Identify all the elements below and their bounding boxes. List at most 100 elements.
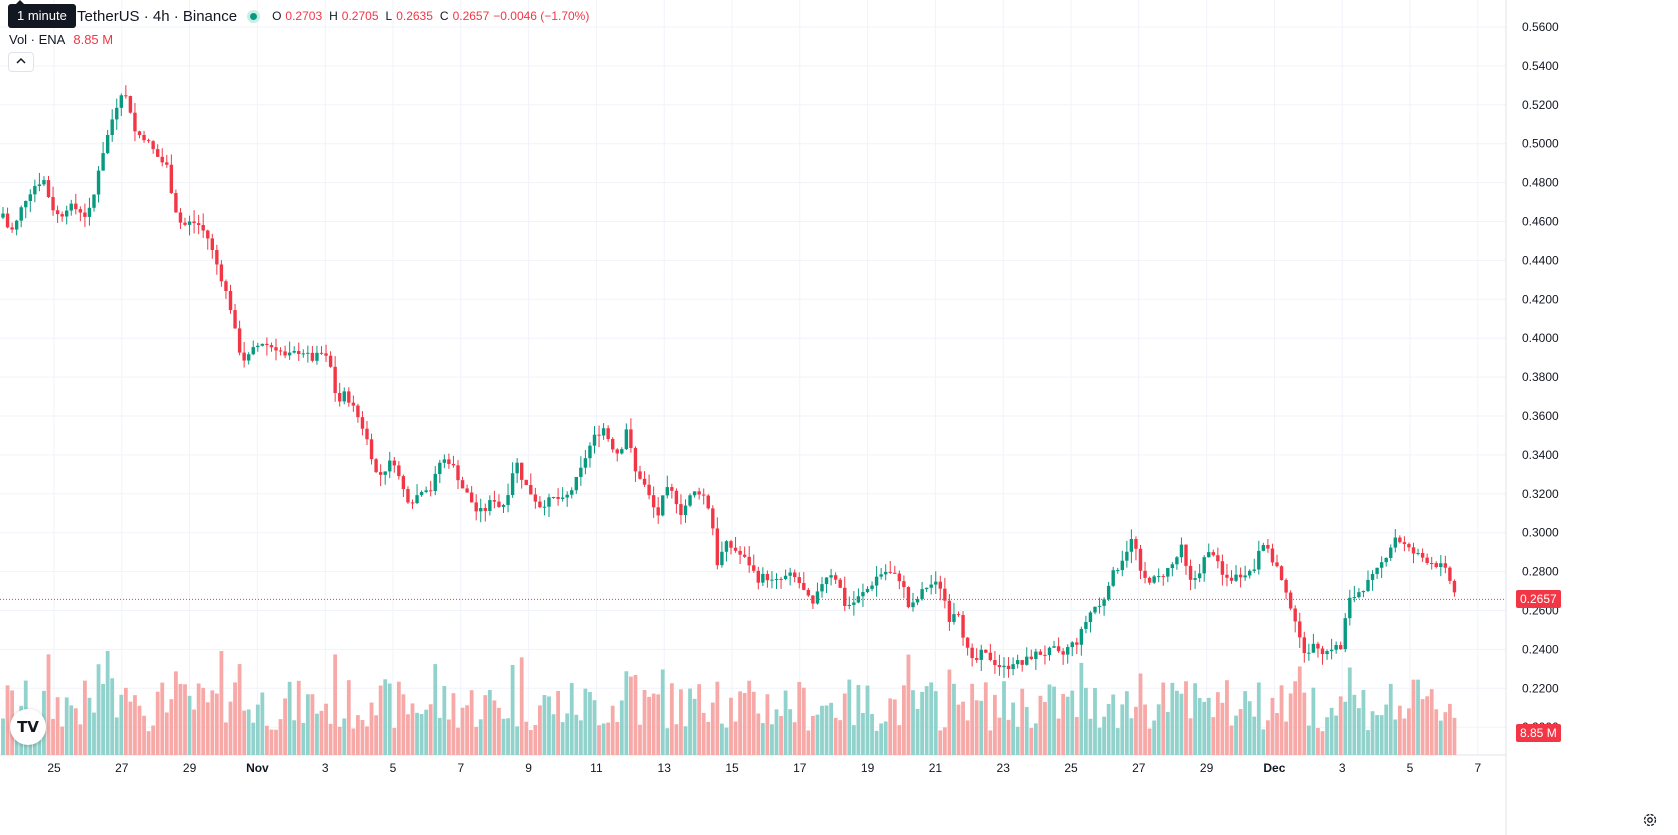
tradingview-logo[interactable]: TV	[10, 709, 46, 745]
candle-body	[383, 471, 387, 475]
volume-bar	[578, 720, 583, 755]
candle-body	[924, 587, 929, 590]
candle-body	[351, 402, 356, 406]
candle-body	[638, 471, 642, 479]
candle-body	[1252, 569, 1256, 571]
candle-body	[1430, 563, 1434, 565]
volume-bar	[1061, 693, 1066, 755]
volume-bar	[1238, 709, 1243, 755]
candle-body	[815, 591, 820, 604]
settings-icon[interactable]	[1642, 812, 1658, 828]
candle-body	[342, 391, 346, 402]
candle-body	[365, 428, 369, 440]
candle-body	[338, 392, 342, 402]
candle-body	[970, 647, 974, 659]
volume-bar	[365, 726, 369, 755]
candle-body	[884, 571, 888, 575]
volume-bar	[961, 701, 965, 755]
volume-bar	[1193, 683, 1197, 755]
volume-bar	[1252, 716, 1257, 755]
volume-bar	[392, 727, 397, 755]
candle-body	[287, 352, 292, 356]
candle-body	[501, 504, 506, 507]
candle-body	[1116, 570, 1120, 572]
volume-bar	[1165, 711, 1170, 755]
volume-legend[interactable]: Vol · ENA 8.85 M	[9, 32, 113, 47]
price-tick-label: 0.5200	[1522, 98, 1559, 112]
volume-bar	[656, 694, 661, 755]
volume-bar	[51, 718, 55, 755]
candle-body	[1052, 646, 1056, 648]
candle-body	[733, 547, 738, 551]
candle-body	[265, 343, 269, 346]
volume-bar	[1448, 703, 1452, 755]
candle-body	[724, 541, 729, 552]
volume-bar	[729, 697, 733, 755]
collapse-legend-button[interactable]	[8, 52, 34, 72]
candle-body	[260, 343, 265, 346]
volume-bar	[733, 721, 738, 755]
volume-bar	[424, 709, 429, 755]
volume-bar	[105, 650, 110, 755]
candle-body	[488, 500, 492, 511]
candle-body	[1348, 597, 1352, 619]
volume-bar	[765, 694, 770, 755]
candle-body	[947, 600, 952, 622]
candle-body	[920, 589, 924, 600]
price-tick-label: 0.3000	[1522, 526, 1559, 540]
time-tick-label: 27	[1132, 761, 1146, 775]
volume-bar	[396, 681, 401, 755]
symbol-title[interactable]: TetherUS · 4h · Binance	[77, 7, 238, 25]
volume-bar	[164, 712, 169, 755]
candle-body	[934, 581, 938, 585]
volume-bar	[528, 730, 533, 755]
volume-bar	[1074, 717, 1079, 755]
candle-body	[347, 391, 351, 403]
candle-body	[524, 479, 528, 486]
ohlc-high-key: H	[329, 9, 338, 23]
market-status-icon[interactable]	[247, 9, 261, 23]
candle-body	[506, 495, 510, 505]
volume-bar	[483, 695, 488, 755]
volume-bar	[974, 700, 979, 755]
candle-body	[802, 582, 806, 590]
candle-body	[115, 107, 119, 120]
volume-bar	[1006, 719, 1011, 755]
volume-bar	[1056, 718, 1061, 755]
candle-body	[574, 476, 578, 491]
volume-bar	[255, 704, 260, 755]
candle-body	[1293, 608, 1297, 622]
volume-bar	[292, 720, 297, 755]
volume-bar	[829, 702, 833, 755]
candle-body	[306, 352, 310, 354]
candle-body	[692, 491, 697, 496]
candle-body	[1147, 577, 1152, 583]
candle-body	[824, 577, 829, 585]
candle-body	[215, 250, 219, 265]
candle-body	[33, 186, 37, 195]
candle-body	[1088, 612, 1093, 623]
candle-body	[606, 428, 610, 440]
candle-body	[533, 494, 538, 502]
volume-bar	[1093, 687, 1097, 755]
candle-body	[1334, 645, 1338, 650]
candle-body	[570, 490, 574, 495]
volume-bar	[1038, 695, 1043, 755]
candle-body	[670, 487, 674, 491]
last-price-tag: 0.2657	[1516, 590, 1561, 609]
volume-bar	[219, 650, 224, 755]
volume-bar	[897, 725, 902, 755]
candle-body	[1043, 654, 1047, 656]
candle-body	[1207, 552, 1211, 558]
volume-bar	[1015, 726, 1020, 755]
candle-body	[843, 587, 847, 607]
volume-bar	[1215, 692, 1220, 755]
candle-body	[1211, 552, 1215, 556]
candle-body	[1325, 651, 1329, 655]
volume-bar	[970, 683, 975, 755]
candle-body	[1157, 576, 1161, 578]
volume-bar	[233, 682, 237, 755]
candle-body	[1106, 585, 1111, 600]
candle-body	[297, 351, 301, 355]
